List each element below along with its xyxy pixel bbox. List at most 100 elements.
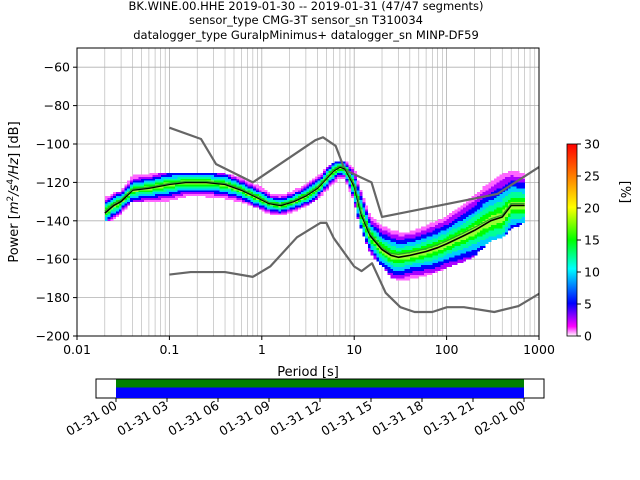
psd-density-cell xyxy=(510,203,514,206)
psd-density-cell xyxy=(155,172,159,175)
psd-density-cell xyxy=(286,205,290,208)
psd-density-cell xyxy=(118,197,122,200)
psd-density-cell xyxy=(499,203,503,206)
psd-density-cell xyxy=(267,207,271,210)
psd-density-cell xyxy=(132,199,136,202)
psd-density-cell xyxy=(286,195,290,198)
psd-density-cell xyxy=(353,197,357,200)
psd-density-cell xyxy=(351,168,355,172)
psd-density-cell xyxy=(166,190,170,193)
psd-density-cell xyxy=(124,192,128,195)
psd-density-cell xyxy=(157,178,161,181)
psd-density-cell xyxy=(314,176,318,179)
psd-density-cell xyxy=(289,205,293,208)
psd-density-cell xyxy=(521,188,525,191)
psd-density-cell xyxy=(247,190,251,193)
psd-density-cell xyxy=(519,197,523,200)
psd-density-cell xyxy=(107,199,111,202)
psd-density-cell xyxy=(423,270,427,273)
psd-density-cell xyxy=(311,199,315,202)
psd-density-cell xyxy=(183,182,187,185)
psd-density-cell xyxy=(219,192,223,195)
psd-density-cell xyxy=(393,247,397,250)
psd-density-cell xyxy=(113,193,117,197)
psd-density-cell xyxy=(297,193,301,197)
psd-density-cell xyxy=(496,209,500,212)
psd-density-cell xyxy=(454,243,458,246)
psd-density-cell xyxy=(432,251,436,254)
psd-density-cell xyxy=(463,236,467,239)
psd-density-cell xyxy=(379,255,383,258)
psd-density-cell xyxy=(356,207,360,210)
psd-density-cell xyxy=(429,238,433,241)
timeline-tick-label: 01-31 18 xyxy=(369,398,425,439)
psd-density-cell xyxy=(239,193,243,197)
psd-density-cell xyxy=(457,230,461,233)
psd-density-cell xyxy=(451,232,455,235)
psd-density-cell xyxy=(468,247,472,250)
psd-density-cell xyxy=(152,199,156,202)
psd-density-cell xyxy=(407,255,411,258)
psd-density-cell xyxy=(331,167,335,170)
psd-density-cell xyxy=(415,253,419,256)
psd-density-cell xyxy=(443,238,447,241)
psd-density-cell xyxy=(306,184,310,187)
psd-density-cell xyxy=(325,188,329,191)
psd-density-cell xyxy=(163,188,167,191)
psd-density-cell xyxy=(499,193,503,197)
psd-density-cell xyxy=(239,186,243,189)
psd-density-cell xyxy=(384,230,388,233)
psd-density-cell xyxy=(443,247,447,250)
psd-density-cell xyxy=(451,224,455,227)
psd-density-cell xyxy=(426,268,430,271)
psd-density-cell xyxy=(513,211,517,214)
psd-density-cell xyxy=(269,195,273,198)
psd-density-cell xyxy=(219,172,223,175)
psd-density-cell xyxy=(437,264,441,268)
psd-density-cell xyxy=(149,199,153,202)
psd-density-cell xyxy=(412,238,416,241)
psd-density-cell xyxy=(348,168,352,172)
psd-density-cell xyxy=(390,234,394,237)
psd-density-cell xyxy=(300,199,304,202)
psd-density-cell xyxy=(454,224,458,227)
psd-density-cell xyxy=(449,222,453,225)
psd-density-cell xyxy=(367,218,371,221)
psd-density-cell xyxy=(197,178,201,181)
psd-density-cell xyxy=(519,182,523,185)
psd-density-cell xyxy=(367,220,371,223)
psd-density-cell xyxy=(435,251,439,254)
psd-density-cell xyxy=(264,193,268,197)
psd-density-cell xyxy=(460,241,464,245)
psd-density-cell xyxy=(373,228,377,231)
psd-density-cell xyxy=(138,176,142,179)
psd-density-cell xyxy=(320,192,324,195)
psd-density-cell xyxy=(155,197,159,200)
psd-density-cell xyxy=(440,259,444,262)
psd-density-cell xyxy=(311,180,315,183)
psd-density-cell xyxy=(521,190,525,193)
psd-density-cell xyxy=(449,264,453,268)
psd-density-cell xyxy=(471,234,475,237)
psd-density-cell xyxy=(446,259,450,262)
psd-density-cell xyxy=(225,192,229,195)
psd-density-cell xyxy=(216,186,220,189)
psd-density-cell xyxy=(485,205,489,208)
psd-density-cell xyxy=(432,226,436,229)
psd-density-cell xyxy=(180,172,184,175)
psd-density-cell xyxy=(104,205,108,208)
psd-density-cell xyxy=(421,272,425,275)
psd-density-cell xyxy=(521,216,525,220)
psd-density-cell xyxy=(230,193,234,197)
psd-density-cell xyxy=(149,174,153,177)
psd-density-cell xyxy=(496,224,500,227)
psd-density-cell xyxy=(135,186,139,189)
psd-density-cell xyxy=(183,172,187,175)
psd-density-cell xyxy=(292,205,296,208)
psd-density-cell xyxy=(177,186,181,189)
psd-density-cell xyxy=(485,230,489,233)
psd-density-cell xyxy=(499,174,503,177)
y-ticks: −200−180−160−140−120−100−80−60 xyxy=(36,60,77,344)
psd-density-cell xyxy=(222,172,226,175)
